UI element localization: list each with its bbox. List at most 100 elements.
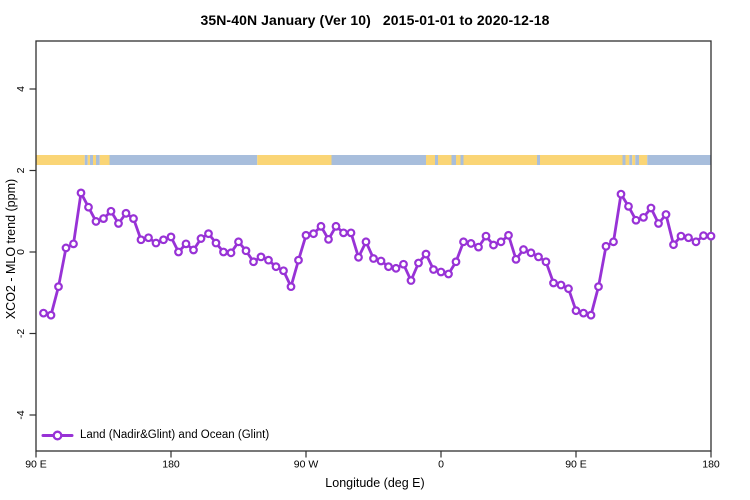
data-point-marker <box>669 240 678 250</box>
data-point-marker <box>369 254 378 263</box>
chart-title: 35N-40N January (Ver 10) 2015-01-01 to 2… <box>200 12 550 28</box>
ocean-strip-segment <box>460 155 464 165</box>
x-tick-label: 0 <box>438 459 444 471</box>
data-point-marker <box>556 280 566 290</box>
data-point-marker <box>436 267 446 277</box>
data-point-marker <box>511 254 521 264</box>
data-point-marker <box>466 239 476 248</box>
land-strip-segment <box>463 155 537 165</box>
data-point-marker <box>684 233 693 243</box>
data-point-marker <box>586 310 596 320</box>
data-point-marker <box>616 189 626 199</box>
data-point-marker <box>481 231 491 241</box>
data-point-marker <box>249 257 258 267</box>
ocean-strip-segment <box>647 155 711 165</box>
ocean-strip-segment <box>629 155 633 165</box>
data-point-marker <box>609 237 618 247</box>
data-point-marker <box>429 265 438 274</box>
data-point-marker <box>549 278 558 288</box>
land-strip-segment <box>540 155 623 165</box>
data-point-marker <box>189 245 198 255</box>
data-point-marker <box>699 231 708 241</box>
data-point-marker <box>301 230 311 240</box>
data-point-marker <box>204 229 213 239</box>
data-point-marker <box>76 188 86 198</box>
land-strip-segment <box>36 155 85 165</box>
data-point-marker <box>571 306 581 316</box>
data-point-marker <box>159 235 168 245</box>
data-point-marker <box>496 237 506 247</box>
x-tick-label: 90 W <box>294 459 319 471</box>
x-tick-label: 180 <box>702 459 720 471</box>
land-strip-segment <box>99 155 110 165</box>
data-point-marker <box>309 229 318 239</box>
data-point-marker <box>61 243 71 253</box>
land-strip-segment <box>87 155 90 165</box>
data-point-marker <box>459 237 468 247</box>
y-tick-label: 4 <box>15 86 27 92</box>
data-point-marker <box>601 241 611 251</box>
data-point-marker <box>444 269 453 279</box>
data-point-marker <box>234 237 243 247</box>
data-point-marker <box>226 248 236 258</box>
y-tick-label: -2 <box>15 329 27 338</box>
data-point-marker <box>376 256 386 266</box>
data-point-marker <box>219 247 228 257</box>
x-axis-label: Longitude (deg E) <box>325 476 425 490</box>
data-point-marker <box>39 308 48 318</box>
ocean-strip-segment <box>435 155 438 165</box>
data-point-marker <box>114 219 123 228</box>
ocean-strip-segment <box>622 155 626 165</box>
legend: Land (Nadir&Glint) and Ocean (Glint) <box>80 428 269 443</box>
plot-border <box>35 40 712 452</box>
x-tick-label: 90 E <box>565 459 587 471</box>
data-point-marker <box>489 240 498 250</box>
land-strip-segment <box>426 155 435 165</box>
data-point-marker <box>661 210 671 219</box>
data-point-marker <box>54 282 63 292</box>
data-point-marker <box>136 235 146 245</box>
x-tick-label: 180 <box>162 459 180 471</box>
data-point-marker <box>406 276 416 285</box>
data-point-marker <box>579 308 588 318</box>
data-point-marker <box>84 202 93 212</box>
data-point-marker <box>69 239 78 249</box>
land-strip-segment <box>93 155 96 165</box>
data-point-marker <box>99 214 108 223</box>
data-point-marker <box>241 246 251 256</box>
data-point-marker <box>706 231 716 241</box>
data-point-marker <box>181 239 191 249</box>
ocean-strip-segment <box>84 155 88 165</box>
data-point-marker <box>279 266 288 276</box>
ocean-strip-segment <box>635 155 639 165</box>
data-point-marker <box>564 284 573 294</box>
data-point-marker <box>264 255 273 265</box>
land-strip-segment <box>257 155 332 165</box>
ocean-strip-segment <box>96 155 100 165</box>
data-point-marker <box>106 206 116 216</box>
land-strip-segment <box>632 155 636 165</box>
ocean-strip-segment <box>331 155 426 165</box>
data-point-marker <box>256 252 266 262</box>
ocean-strip-segment <box>109 155 258 165</box>
data-point-marker <box>286 282 296 292</box>
data-point-marker <box>354 252 363 262</box>
data-point-marker <box>346 228 356 238</box>
data-point-marker <box>144 233 153 243</box>
data-point-marker <box>504 230 513 240</box>
data-point-marker <box>631 215 641 225</box>
data-point-marker <box>624 201 633 211</box>
legend-label: Land (Nadir&Glint) and Ocean (Glint) <box>80 429 270 441</box>
data-point-marker <box>639 212 648 222</box>
y-axis-label: XCO2 - MLO trend (ppm) <box>4 178 18 320</box>
data-point-marker <box>151 238 161 248</box>
land-strip-segment <box>625 155 630 165</box>
data-point-marker <box>691 237 701 247</box>
data-point-marker <box>594 282 603 292</box>
land-strip-segment <box>438 155 452 165</box>
land-strip-segment <box>639 155 648 165</box>
data-point-marker <box>391 263 401 273</box>
data-point-marker <box>541 257 551 267</box>
